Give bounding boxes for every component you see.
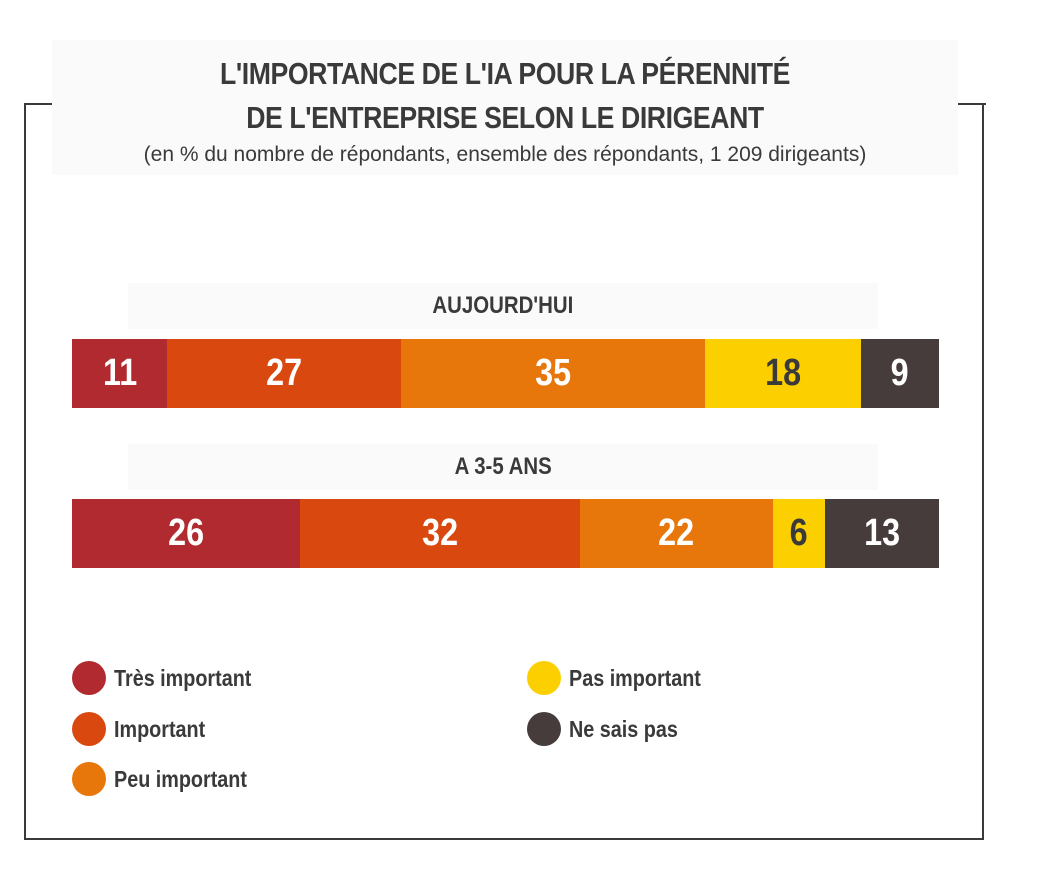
- data-label: 35: [535, 352, 572, 394]
- bar-segment-1-3: 6: [772, 499, 826, 568]
- legend-item-peu-important: Peu important: [72, 761, 269, 797]
- legend-swatch-icon: [527, 712, 561, 746]
- category-label-0: AUJOURD'HUI: [128, 283, 878, 329]
- category-label-0-text: AUJOURD'HUI: [432, 292, 574, 319]
- legend-label: Peu important: [114, 765, 247, 792]
- bar-segment-1-2: 22: [579, 499, 773, 568]
- stacked-bar-1: 26 32 22 6 13: [72, 499, 939, 568]
- legend-item-tres-important: Très important: [72, 660, 274, 696]
- frame-top-right-edge: [957, 103, 986, 105]
- data-label: 18: [764, 352, 801, 394]
- bar-segment-1-0: 26: [72, 499, 300, 568]
- legend-label: Très important: [114, 664, 252, 691]
- legend-label: Pas important: [569, 664, 701, 691]
- legend-item-pas-important: Pas important: [527, 660, 722, 696]
- legend-swatch-icon: [527, 661, 561, 695]
- chart-title-line-1: L'IMPORTANCE DE L'IA POUR LA PÉRENNITÉ: [219, 56, 791, 91]
- chart-frame: [24, 104, 984, 840]
- bar-segment-0-4: 9: [860, 339, 939, 408]
- data-label: 11: [102, 352, 137, 394]
- bar-segment-1-1: 32: [299, 499, 580, 568]
- legend-swatch-icon: [72, 762, 106, 796]
- legend-label: Ne sais pas: [569, 715, 678, 742]
- data-label: 9: [890, 352, 909, 394]
- legend-item-important: Important: [72, 711, 220, 747]
- chart-subtitle: (en % du nombre de répondants, ensemble …: [143, 143, 867, 166]
- chart-title-line-2: DE L'ENTREPRISE SELON LE DIRIGEANT: [246, 100, 764, 135]
- category-label-1: A 3-5 ANS: [128, 444, 878, 490]
- bar-segment-0-1: 27: [167, 339, 402, 408]
- legend-label: Important: [114, 715, 206, 742]
- bar-segment-0-0: 11: [72, 339, 168, 408]
- bar-segment-0-2: 35: [401, 339, 705, 408]
- frame-top-left-edge: [24, 103, 52, 105]
- data-label: 13: [864, 512, 901, 554]
- data-label: 27: [266, 352, 303, 394]
- legend-swatch-icon: [72, 661, 106, 695]
- data-label: 6: [789, 512, 808, 554]
- legend-item-ne-sais-pas: Ne sais pas: [527, 711, 696, 747]
- bar-segment-0-3: 18: [704, 339, 861, 408]
- legend-swatch-icon: [72, 712, 106, 746]
- stacked-bar-0: 11 27 35 18 9: [72, 339, 939, 408]
- chart-title: L'IMPORTANCE DE L'IA POUR LA PÉRENNITÉ D…: [115, 40, 894, 140]
- data-label: 22: [658, 512, 695, 554]
- category-label-1-text: A 3-5 ANS: [454, 453, 552, 480]
- chart-header: L'IMPORTANCE DE L'IA POUR LA PÉRENNITÉ D…: [52, 40, 958, 175]
- data-label: 26: [167, 512, 204, 554]
- data-label: 32: [421, 512, 458, 554]
- bar-segment-1-4: 13: [825, 499, 939, 568]
